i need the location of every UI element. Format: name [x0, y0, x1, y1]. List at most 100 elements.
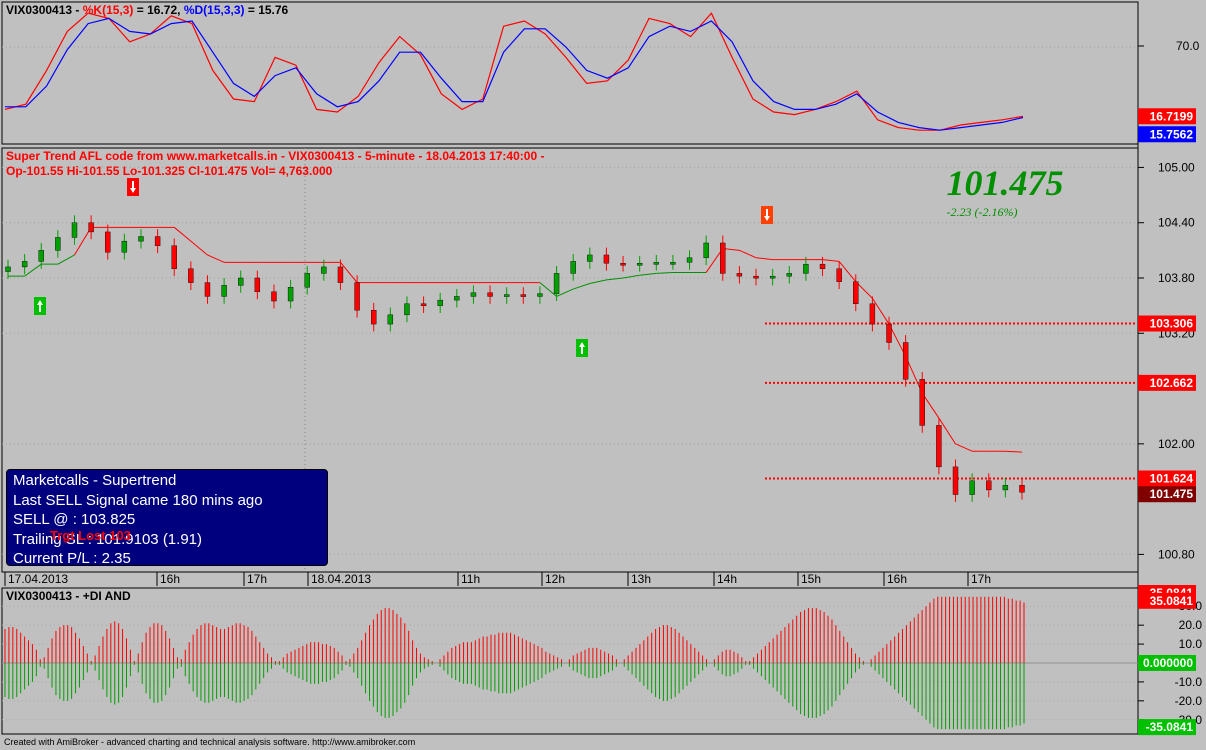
candle-body	[736, 273, 743, 277]
di-y-label: 10.0	[1179, 637, 1203, 651]
supertrend-segment	[556, 288, 574, 297]
candle-body	[686, 257, 693, 263]
candle-body	[55, 237, 61, 251]
supertrend-segment	[573, 283, 590, 290]
level-tag: 101.624	[1138, 470, 1196, 487]
stoch-y-label: 70.0	[1176, 39, 1200, 53]
supertrend-segment	[639, 272, 657, 276]
candle-body	[620, 263, 626, 266]
candle-body	[454, 296, 460, 301]
x-axis-label: 17h	[971, 572, 991, 586]
candle-body	[437, 299, 443, 306]
supertrend-segment	[656, 271, 673, 274]
buy-signal-arrow	[34, 297, 46, 315]
price-y-label: 103.80	[1158, 271, 1195, 285]
supertrend-segment	[888, 323, 907, 357]
candle-body	[703, 242, 709, 258]
supertrend-segment	[340, 262, 358, 283]
y-tag-box	[1138, 592, 1196, 609]
y-tag-label: -35.0841	[1146, 720, 1194, 734]
info-line-entry: SELL @ : 103.825	[13, 511, 136, 528]
supertrend-segment	[871, 297, 890, 325]
price-y-label: 100.80	[1158, 547, 1195, 561]
sell-signal-arrow	[761, 206, 773, 224]
y-tag-box	[1138, 655, 1196, 671]
y-tag-label: 102.662	[1150, 376, 1194, 390]
candle-body	[803, 263, 809, 274]
y-tag-box	[1138, 719, 1196, 736]
x-axis-label: 15h	[801, 572, 821, 586]
x-axis-label: 14h	[717, 572, 737, 586]
x-axis-label: 13h	[631, 572, 651, 586]
candles	[5, 215, 1025, 502]
di-panel-frame	[1, 587, 1139, 735]
supertrend-segment	[938, 417, 956, 445]
supertrend-segment	[74, 227, 92, 256]
candle-body	[520, 294, 527, 297]
sell-signal-arrow	[127, 178, 139, 196]
candle-body	[387, 314, 394, 325]
di-y-label: -20.0	[1175, 694, 1203, 708]
candle-body	[720, 242, 726, 274]
target-lost-overlay: Trgt Lost 103	[50, 528, 131, 543]
candle-body	[238, 277, 244, 286]
candle-body	[121, 240, 128, 253]
level-tag: 102.662	[1138, 374, 1196, 391]
candle-body	[936, 425, 942, 468]
signal-arrow-head	[579, 342, 585, 347]
x-axis-label: 12h	[545, 572, 565, 586]
candle-body	[5, 266, 11, 272]
supertrend-segment	[905, 356, 923, 394]
supertrend-segment	[622, 274, 640, 279]
candle-body	[271, 291, 277, 302]
footer-credit: Created with AmiBroker - advanced charti…	[4, 737, 416, 747]
candle-body	[587, 254, 593, 262]
supertrend-segment	[955, 443, 973, 452]
di-y-label: 20.0	[1179, 618, 1203, 632]
x-axis-label: 17.04.2013	[8, 572, 68, 586]
signal-arrow-head	[130, 188, 136, 193]
supertrend-segment	[57, 254, 75, 265]
di-plus-tag: 35.0841	[1138, 592, 1196, 609]
stoch-title: VIX0300413 - %K(15,3) = 16.72, %D(15,3,3…	[6, 3, 289, 17]
x-axis-label: 17h	[247, 572, 267, 586]
supertrend-segment	[722, 248, 740, 251]
candle-body	[221, 285, 227, 297]
candle-body	[537, 293, 543, 297]
supertrend-segment	[921, 392, 940, 419]
supertrend-segment	[173, 226, 192, 242]
supertrend-segment	[755, 257, 773, 261]
candle-body	[154, 236, 161, 246]
candle-body	[969, 480, 975, 495]
supertrend-segment	[539, 282, 557, 297]
candle-body	[503, 294, 510, 297]
candle-body	[171, 245, 177, 269]
supertrend-segment	[1005, 450, 1023, 453]
d-line	[5, 17, 1024, 131]
y-tag-box	[1138, 108, 1196, 125]
candle-body	[88, 222, 94, 233]
x-axis-label: 16h	[887, 572, 907, 586]
target-levels	[765, 322, 1135, 480]
candle-body	[636, 263, 643, 266]
supertrend-segment	[190, 240, 208, 256]
di-minus-tag: -35.0841	[1138, 719, 1196, 736]
di-title: VIX0300413 - +DI AND	[6, 589, 131, 603]
y-tag-box	[1138, 126, 1196, 143]
signal-arrow-head	[37, 300, 43, 305]
price-y-label: 104.40	[1158, 216, 1195, 230]
candle-body	[420, 303, 427, 306]
y-tag-label: 0.000000	[1143, 656, 1193, 670]
last-price-tag: 101.475	[1138, 486, 1196, 503]
y-tag-box	[1138, 315, 1196, 332]
candle-body	[836, 268, 842, 282]
time-axis: 17.04.2013 16h 17h 18.04.2013 11h 12h 13h 14h 15…	[2, 571, 1138, 586]
supertrend-segment	[855, 281, 873, 299]
price-change: -2.23 (-2.16%)	[947, 205, 1018, 219]
big-price: 101.475	[947, 163, 1064, 203]
y-tag-label: 101.624	[1150, 471, 1194, 485]
di-bars	[4, 596, 1025, 730]
candle-body	[919, 379, 925, 426]
info-line-pl: Current P/L : 2.35	[13, 550, 131, 567]
